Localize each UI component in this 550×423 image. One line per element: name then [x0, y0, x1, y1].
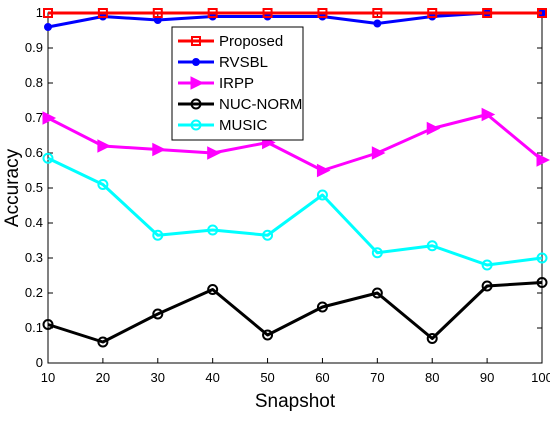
data-point-irpp: [481, 107, 496, 122]
data-point-irpp: [536, 153, 550, 167]
legend-label: RVSBL: [219, 54, 268, 71]
legend-label: IRPP: [219, 75, 254, 92]
data-point-irpp: [316, 163, 331, 178]
x-axis-label: Snapshot: [255, 391, 336, 412]
data-point-nuc-norm: [262, 329, 274, 341]
data-point-proposed: [43, 8, 53, 18]
y-tick-label: 0.6: [25, 145, 43, 160]
series-line-irpp: [47, 113, 543, 172]
data-point-irpp: [207, 146, 221, 160]
data-point-rvsbl: [44, 23, 52, 31]
legend: Proposed RVSBL IRPP NUC-NORM MUSIC: [171, 26, 304, 141]
y-axis: 0 0.1 0.2 0.3 0.4 0.5 0.6 0.7 0.8 0.9 1: [25, 5, 542, 370]
y-axis-label: Accuracy: [2, 148, 23, 227]
y-tick-label: 0.2: [25, 285, 43, 300]
data-point-proposed: [152, 8, 163, 18]
data-point-proposed: [317, 8, 328, 18]
legend-label: Proposed: [219, 33, 283, 50]
x-axis: 10 20 30 40 50 60 70 80 90 100: [41, 13, 550, 385]
data-point-nuc-norm: [207, 284, 219, 295]
data-point-nuc-norm: [97, 336, 109, 348]
y-tick-label: 0.1: [25, 320, 43, 335]
x-tick-label: 90: [480, 370, 494, 385]
data-point-music: [152, 229, 164, 241]
data-point-nuc-norm: [42, 319, 54, 330]
legend-swatch-marker: [191, 36, 201, 46]
x-tick-label: 20: [96, 370, 110, 385]
data-point-irpp: [152, 142, 166, 157]
x-tick-label: 10: [41, 370, 55, 385]
data-point-proposed: [207, 8, 218, 18]
data-point-proposed: [372, 8, 383, 18]
y-tick-label: 0.3: [25, 250, 43, 265]
series-line-nuc-norm: [47, 281, 543, 344]
y-tick-label: 0.7: [25, 110, 43, 125]
data-point-music: [42, 152, 54, 164]
legend-label: MUSIC: [219, 117, 268, 134]
y-tick-label: 0.4: [25, 215, 43, 230]
legend-label: NUC-NORM: [219, 96, 302, 113]
legend-item-nuc-norm: NUC-NORM: [178, 96, 302, 113]
data-point-music: [97, 179, 109, 190]
legend-item-rvsbl: RVSBL: [178, 54, 268, 71]
series-proposed: [43, 8, 547, 18]
series-line-music: [47, 156, 543, 267]
legend-item-music: MUSIC: [178, 117, 268, 134]
data-point-irpp: [426, 121, 441, 136]
data-point-nuc-norm: [152, 308, 164, 320]
x-tick-label: 30: [151, 370, 165, 385]
data-point-music: [481, 259, 493, 271]
data-point-music: [207, 224, 219, 236]
data-point-music: [426, 240, 438, 252]
series-irpp: [42, 107, 550, 178]
x-tick-label: 60: [315, 370, 329, 385]
y-tick-label: 0.5: [25, 180, 43, 195]
data-point-proposed: [537, 8, 547, 18]
legend-swatch-marker: [190, 119, 202, 131]
y-tick-label: 0: [36, 355, 43, 370]
data-point-proposed: [482, 8, 493, 18]
y-tick-label: 0.9: [25, 40, 43, 55]
data-point-nuc-norm: [426, 333, 438, 344]
data-point-proposed: [262, 8, 273, 18]
x-tick-label: 40: [205, 370, 219, 385]
data-point-irpp: [42, 111, 57, 125]
data-point-nuc-norm: [536, 277, 548, 288]
data-point-irpp: [371, 146, 386, 160]
data-point-proposed: [427, 8, 438, 18]
data-point-irpp: [97, 139, 112, 153]
data-point-nuc-norm: [316, 301, 328, 313]
series-layer: [42, 8, 550, 348]
y-tick-label: 1: [36, 5, 43, 20]
data-point-music: [316, 189, 328, 201]
x-tick-label: 80: [425, 370, 439, 385]
legend-swatch-marker: [190, 98, 202, 110]
data-point-rvsbl: [373, 19, 382, 28]
x-tick-label: 100: [531, 370, 550, 385]
data-point-proposed: [97, 8, 108, 18]
y-tick-label: 0.8: [25, 75, 43, 90]
series-nuc-norm: [42, 277, 548, 348]
x-tick-label: 70: [370, 370, 384, 385]
data-point-music: [262, 229, 274, 241]
legend-item-irpp: IRPP: [178, 75, 254, 92]
legend-item-proposed: Proposed: [178, 33, 283, 50]
data-point-nuc-norm: [481, 280, 493, 292]
data-point-music: [536, 252, 548, 264]
legend-swatch-marker: [192, 58, 200, 66]
x-tick-label: 50: [260, 370, 274, 385]
data-point-nuc-norm: [371, 287, 383, 299]
series-line-rvsbl: [47, 11, 542, 29]
series-music: [42, 152, 548, 271]
data-point-music: [371, 247, 383, 259]
legend-swatch-marker: [190, 76, 205, 90]
